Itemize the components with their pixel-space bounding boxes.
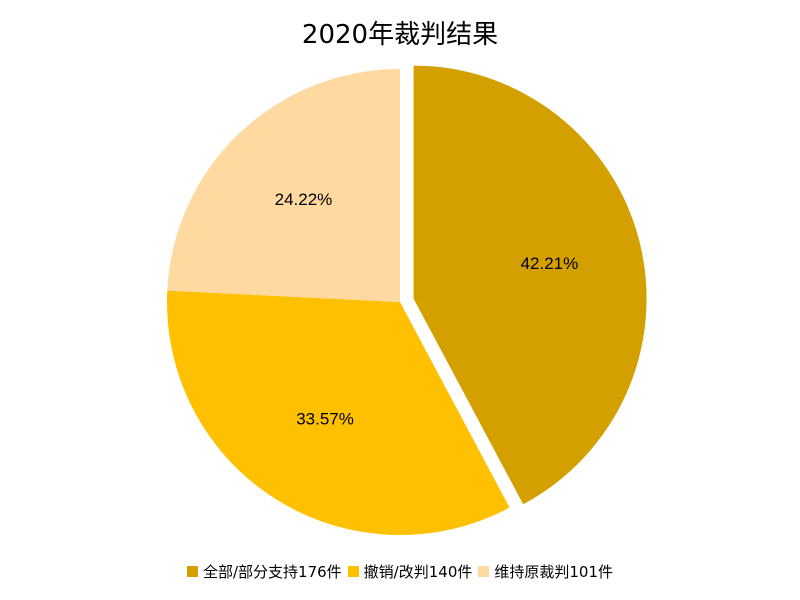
chart-title: 2020年裁判结果 xyxy=(301,20,499,50)
pie-slice-revoke-modify xyxy=(167,290,510,535)
slice-label: 24.22% xyxy=(275,190,333,209)
pie-slices xyxy=(167,65,647,535)
pie-slice-full-partial-support xyxy=(413,65,647,505)
pie-chart: 42.21% 33.57% 24.22% xyxy=(167,65,647,535)
legend-swatch xyxy=(186,566,198,577)
legend-item-full-partial-support: 全部/部分支持176件 xyxy=(186,561,342,582)
legend-item-uphold: 维持原裁判101件 xyxy=(478,561,613,582)
slice-label: 42.21% xyxy=(521,254,579,273)
legend-label: 全部/部分支持176件 xyxy=(202,563,342,581)
legend-label: 维持原裁判101件 xyxy=(494,563,613,581)
pie-slice-uphold xyxy=(167,69,400,302)
legend-item-revoke-modify: 撤销/改判140件 xyxy=(347,561,473,582)
slice-label: 33.57% xyxy=(296,410,354,429)
legend-swatch xyxy=(347,566,359,577)
legend-label: 撤销/改判140件 xyxy=(363,563,473,581)
legend-swatch xyxy=(478,566,490,577)
legend: 全部/部分支持176件 撤销/改判140件 维持原裁判101件 xyxy=(0,561,800,582)
pie-labels: 42.21% 33.57% 24.22% xyxy=(275,190,579,429)
